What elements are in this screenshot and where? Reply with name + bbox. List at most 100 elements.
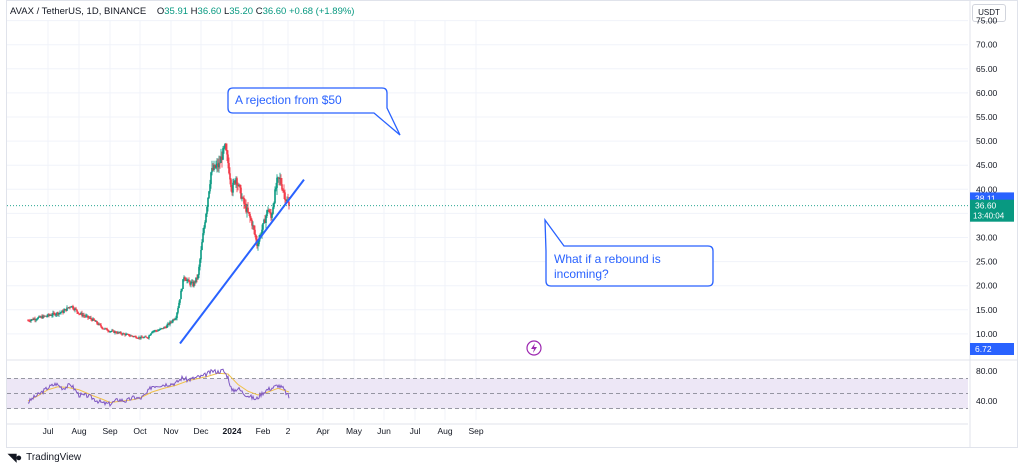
- candle-body: [101, 326, 103, 329]
- price-tick-label: 45.00: [976, 160, 998, 170]
- candle-body: [200, 250, 202, 260]
- candle-body: [28, 320, 30, 322]
- candle-body: [203, 227, 205, 234]
- candle-body: [53, 312, 55, 314]
- symbol-name[interactable]: AVAX / TetherUS, 1D, BINANCE: [10, 6, 147, 17]
- time-tick-label: May: [346, 426, 363, 436]
- candle-body: [209, 184, 211, 192]
- candle-body: [153, 330, 155, 332]
- rsi-pane: 40.00 80.00: [7, 366, 998, 409]
- candle-body: [118, 332, 120, 333]
- candle-body: [77, 311, 79, 314]
- price-tick-label: 75.00: [976, 16, 998, 26]
- rsi-ma-line: [27, 372, 290, 404]
- candle-body: [214, 164, 216, 168]
- candle-body: [175, 318, 177, 319]
- price-tick-label: 10.00: [976, 329, 998, 339]
- brand-name: TradingView: [26, 452, 82, 463]
- candle-body: [215, 165, 217, 168]
- candle-body: [144, 336, 146, 338]
- candle-body: [122, 333, 124, 335]
- time-tick-label: 2024: [223, 426, 242, 436]
- candle-body: [194, 281, 196, 283]
- candle-body: [162, 327, 164, 329]
- candle-body: [110, 331, 112, 333]
- candle-body: [146, 337, 148, 338]
- candle-body: [184, 277, 186, 280]
- price-tick-label: 30.00: [976, 233, 998, 243]
- candle-body: [191, 282, 193, 283]
- candle-body: [45, 315, 47, 317]
- rebound-callout[interactable]: [544, 217, 714, 287]
- candle-body: [288, 202, 290, 206]
- candle-body: [170, 321, 172, 323]
- candle-body: [249, 213, 251, 218]
- candle-body: [152, 331, 154, 332]
- candle-body: [92, 318, 94, 321]
- footer-brand[interactable]: ◥● TradingView: [8, 451, 81, 464]
- candle-body: [182, 279, 184, 289]
- candle-body: [218, 162, 220, 168]
- candle-body: [123, 333, 125, 335]
- time-tick-label: Jun: [377, 426, 391, 436]
- candle-body: [108, 331, 110, 332]
- price-chart[interactable]: 10.0015.0020.0025.0030.0035.0040.0045.00…: [0, 0, 1024, 448]
- candle-body: [174, 318, 176, 320]
- candle-body: [48, 314, 50, 316]
- candle-body: [243, 197, 245, 204]
- candle-body: [280, 178, 282, 185]
- candle-body: [49, 315, 51, 317]
- rejection-callout-text: A rejection from $50: [235, 93, 342, 107]
- time-tick-label: Sep: [468, 426, 483, 436]
- candle-body: [34, 318, 36, 321]
- candle-body: [63, 310, 65, 313]
- trend-line[interactable]: [179, 179, 305, 345]
- candle-body: [250, 217, 252, 221]
- candle-body: [120, 332, 122, 334]
- time-tick-label: Dec: [193, 426, 209, 436]
- candle-body: [70, 306, 72, 308]
- candle-body: [255, 235, 257, 240]
- candle-body: [204, 222, 206, 228]
- candle-body: [216, 163, 218, 166]
- candle-body: [113, 330, 115, 333]
- candle-body: [257, 244, 259, 247]
- candle-body: [125, 334, 127, 336]
- flash-icon-ring: [526, 340, 542, 356]
- flash-icon[interactable]: [526, 340, 542, 356]
- candle-body: [72, 306, 74, 309]
- time-tick-label: Oct: [133, 426, 147, 436]
- candle-body: [82, 315, 84, 316]
- candle-body: [284, 192, 286, 200]
- candle-body: [90, 317, 92, 320]
- candle-body: [145, 336, 147, 338]
- open-label: O: [156, 6, 165, 17]
- candle-body: [142, 337, 144, 339]
- candle-body: [225, 143, 227, 151]
- rejection-callout[interactable]: [227, 87, 401, 136]
- candle-body: [265, 216, 267, 223]
- currency-unit-button[interactable]: USDT: [972, 4, 1006, 22]
- candle-body: [201, 242, 203, 251]
- candle-body: [263, 219, 265, 224]
- candle-body: [33, 318, 35, 320]
- candle-body: [61, 310, 63, 313]
- candle-body: [211, 167, 213, 173]
- candle-body: [107, 330, 109, 332]
- candle-body: [57, 312, 59, 315]
- candle-body: [139, 337, 141, 339]
- candle-body: [195, 277, 197, 283]
- candle-body: [134, 336, 136, 338]
- candle-body: [189, 281, 191, 285]
- candle-body: [87, 315, 89, 318]
- candle-body: [186, 280, 188, 281]
- candle-body: [179, 299, 181, 303]
- annotations: A rejection from $50 What if a rebound i…: [227, 87, 714, 287]
- candle-body: [226, 150, 228, 155]
- candle-body: [148, 335, 150, 339]
- high-label: H: [190, 6, 198, 17]
- time-axis: Jul Aug Sep Oct Nov Dec 2024 Feb 2 Apr May Jun Jul Au…: [7, 423, 968, 436]
- candle-body: [149, 335, 151, 336]
- candle-body: [190, 282, 192, 285]
- candle-body: [109, 331, 111, 333]
